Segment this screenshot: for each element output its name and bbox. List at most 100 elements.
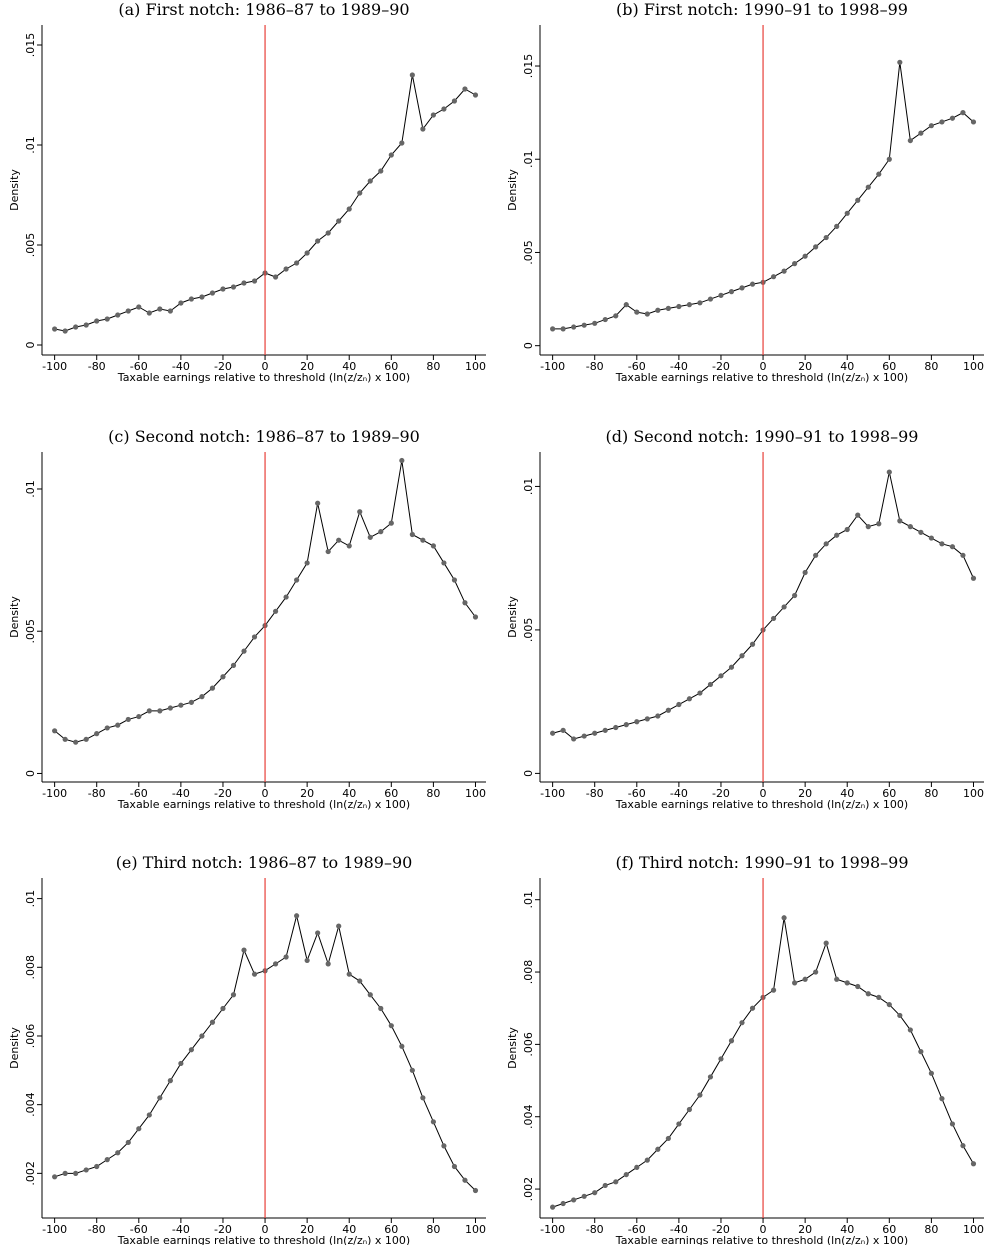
data-point <box>728 664 735 670</box>
data-point <box>749 641 756 647</box>
x-tick-label: -20 <box>214 787 232 800</box>
data-point <box>136 304 142 310</box>
x-tick-label: -40 <box>670 1223 688 1236</box>
data-point <box>272 274 279 280</box>
x-tick-label: -100 <box>42 1223 67 1236</box>
data-point <box>613 313 619 319</box>
data-point <box>209 290 216 296</box>
data-point <box>409 531 415 538</box>
data-point <box>315 500 321 506</box>
x-tick-label: -40 <box>172 787 190 800</box>
x-tick-label: -60 <box>130 360 148 373</box>
data-point <box>928 123 934 129</box>
data-point <box>697 1092 703 1098</box>
y-tick-label: .005 <box>24 233 37 258</box>
data-point <box>241 280 247 286</box>
data-point <box>855 983 861 990</box>
data-point <box>718 673 724 679</box>
y-tick-label: 0 <box>522 770 535 777</box>
data-point <box>550 730 556 736</box>
data-point <box>844 526 850 533</box>
data-point <box>462 1177 468 1183</box>
x-tick-label: 0 <box>760 787 767 800</box>
data-point <box>928 535 934 541</box>
data-point <box>462 600 468 606</box>
y-tick-label: .01 <box>24 480 37 498</box>
data-point <box>855 197 861 203</box>
data-point <box>136 1126 142 1132</box>
data-point <box>230 284 237 290</box>
data-point <box>336 218 342 224</box>
data-point <box>420 537 426 543</box>
y-tick-label: .006 <box>522 1032 535 1057</box>
x-tick-label: 80 <box>924 360 938 373</box>
data-point <box>918 1049 924 1055</box>
x-axis-label: Taxable earnings relative to threshold (… <box>117 1234 410 1245</box>
panel-title: (e) Third notch: 1986–87 to 1989–90 <box>116 853 413 872</box>
data-point <box>52 1174 58 1180</box>
data-point <box>655 1146 661 1152</box>
y-tick-label: 0 <box>522 342 535 349</box>
data-point <box>420 1095 426 1101</box>
x-tick-label: 0 <box>262 1223 269 1236</box>
data-point <box>62 328 68 334</box>
data-point <box>230 662 237 668</box>
x-axis-label: Taxable earnings relative to threshold (… <box>615 371 908 384</box>
data-point <box>367 178 373 184</box>
x-tick-label: -100 <box>42 360 67 373</box>
data-point <box>62 1170 68 1176</box>
data-point <box>472 614 479 620</box>
data-point <box>550 1204 556 1210</box>
x-tick-label: 80 <box>924 1223 938 1236</box>
data-point <box>209 685 216 691</box>
data-point <box>220 286 226 292</box>
data-point <box>686 696 693 702</box>
panel-title: (a) First notch: 1986–87 to 1989–90 <box>118 0 409 19</box>
data-point <box>907 1027 913 1033</box>
data-point <box>304 250 310 256</box>
data-point <box>855 512 861 518</box>
data-point <box>167 705 173 711</box>
data-point <box>665 305 671 311</box>
data-point <box>560 326 566 332</box>
y-tick-label: .01 <box>522 150 535 168</box>
data-point <box>83 1167 89 1173</box>
data-point <box>188 699 195 705</box>
x-tick-label: 20 <box>798 787 812 800</box>
data-point <box>73 1170 79 1176</box>
data-point <box>220 1005 226 1012</box>
data-point <box>357 190 363 196</box>
data-point <box>409 72 415 78</box>
data-point <box>62 736 68 742</box>
data-point <box>644 716 650 722</box>
data-point <box>430 1119 436 1125</box>
data-point <box>83 736 89 742</box>
data-point <box>104 316 110 322</box>
data-point <box>844 210 850 216</box>
data-point <box>707 681 714 688</box>
x-tick-label: 40 <box>840 360 854 373</box>
x-tick-label: 20 <box>300 1223 314 1236</box>
x-tick-label: -20 <box>712 1223 730 1236</box>
x-axis-label: Taxable earnings relative to threshold (… <box>117 371 410 384</box>
data-point <box>834 223 840 229</box>
data-point <box>325 961 331 967</box>
data-point <box>592 730 598 736</box>
data-point <box>571 324 577 330</box>
x-tick-label: -40 <box>670 360 688 373</box>
data-point <box>602 727 608 733</box>
data-point <box>346 971 352 977</box>
data-point <box>451 98 458 104</box>
data-point <box>770 987 777 993</box>
data-point <box>336 537 342 543</box>
x-tick-label: 80 <box>426 1223 440 1236</box>
data-point <box>104 725 110 731</box>
data-point <box>251 971 258 977</box>
data-point <box>367 534 373 540</box>
data-point <box>970 575 977 581</box>
data-point <box>623 302 629 308</box>
data-point <box>749 281 756 287</box>
data-point <box>571 1197 577 1203</box>
x-tick-label: 60 <box>384 787 398 800</box>
